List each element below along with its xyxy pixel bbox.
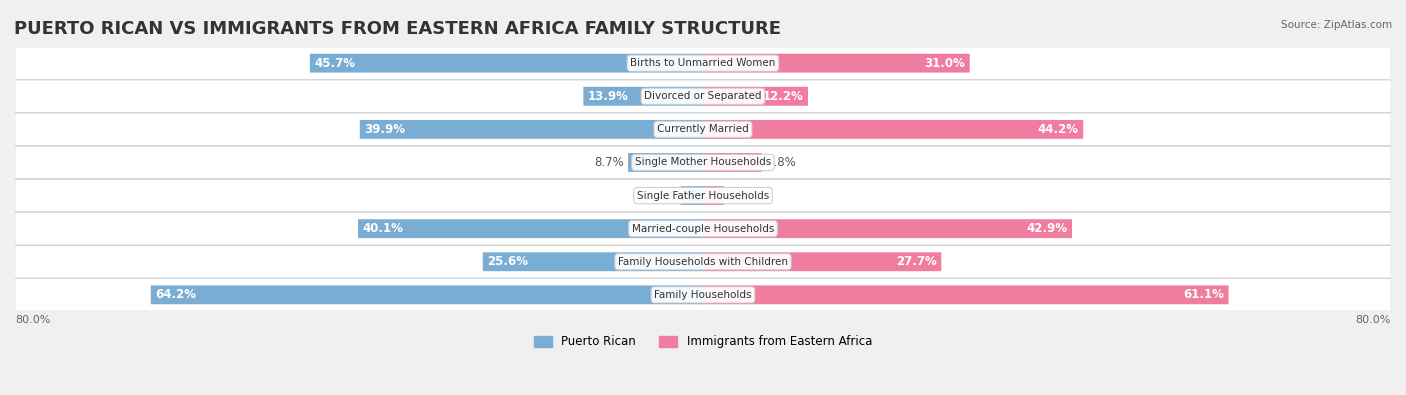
- FancyBboxPatch shape: [703, 120, 1083, 139]
- Text: 39.9%: 39.9%: [364, 123, 405, 136]
- Text: Source: ZipAtlas.com: Source: ZipAtlas.com: [1281, 20, 1392, 30]
- FancyBboxPatch shape: [583, 87, 703, 106]
- FancyBboxPatch shape: [703, 252, 941, 271]
- FancyBboxPatch shape: [15, 146, 1391, 179]
- Text: Married-couple Households: Married-couple Households: [631, 224, 775, 234]
- FancyBboxPatch shape: [15, 246, 1391, 278]
- Text: 64.2%: 64.2%: [155, 288, 197, 301]
- Text: Divorced or Separated: Divorced or Separated: [644, 91, 762, 101]
- FancyBboxPatch shape: [703, 286, 1229, 304]
- Text: Single Father Households: Single Father Households: [637, 190, 769, 201]
- Text: 45.7%: 45.7%: [315, 56, 356, 70]
- Text: 42.9%: 42.9%: [1026, 222, 1067, 235]
- Text: Births to Unmarried Women: Births to Unmarried Women: [630, 58, 776, 68]
- Text: 12.2%: 12.2%: [763, 90, 804, 103]
- FancyBboxPatch shape: [681, 186, 703, 205]
- Text: Family Households: Family Households: [654, 290, 752, 300]
- FancyBboxPatch shape: [703, 219, 1071, 238]
- Text: 2.6%: 2.6%: [647, 189, 676, 202]
- FancyBboxPatch shape: [703, 54, 970, 73]
- Text: 44.2%: 44.2%: [1038, 123, 1078, 136]
- Legend: Puerto Rican, Immigrants from Eastern Africa: Puerto Rican, Immigrants from Eastern Af…: [529, 331, 877, 353]
- FancyBboxPatch shape: [15, 213, 1391, 245]
- Text: Currently Married: Currently Married: [657, 124, 749, 134]
- Text: 80.0%: 80.0%: [1355, 315, 1391, 325]
- Text: 80.0%: 80.0%: [15, 315, 51, 325]
- FancyBboxPatch shape: [15, 179, 1391, 212]
- FancyBboxPatch shape: [703, 186, 724, 205]
- FancyBboxPatch shape: [15, 80, 1391, 113]
- Text: 25.6%: 25.6%: [486, 255, 529, 268]
- Text: 27.7%: 27.7%: [896, 255, 936, 268]
- Text: Single Mother Households: Single Mother Households: [636, 158, 770, 167]
- FancyBboxPatch shape: [628, 153, 703, 172]
- FancyBboxPatch shape: [15, 113, 1391, 146]
- FancyBboxPatch shape: [309, 54, 703, 73]
- Text: 13.9%: 13.9%: [588, 90, 628, 103]
- Text: 6.8%: 6.8%: [766, 156, 796, 169]
- FancyBboxPatch shape: [15, 278, 1391, 311]
- Text: 31.0%: 31.0%: [925, 56, 966, 70]
- FancyBboxPatch shape: [359, 219, 703, 238]
- Text: 2.4%: 2.4%: [728, 189, 758, 202]
- FancyBboxPatch shape: [703, 153, 762, 172]
- Text: 61.1%: 61.1%: [1184, 288, 1225, 301]
- Text: PUERTO RICAN VS IMMIGRANTS FROM EASTERN AFRICA FAMILY STRUCTURE: PUERTO RICAN VS IMMIGRANTS FROM EASTERN …: [14, 20, 782, 38]
- Text: Family Households with Children: Family Households with Children: [619, 257, 787, 267]
- Text: 8.7%: 8.7%: [595, 156, 624, 169]
- FancyBboxPatch shape: [703, 87, 808, 106]
- FancyBboxPatch shape: [150, 286, 703, 304]
- FancyBboxPatch shape: [360, 120, 703, 139]
- FancyBboxPatch shape: [482, 252, 703, 271]
- FancyBboxPatch shape: [15, 47, 1391, 79]
- Text: 40.1%: 40.1%: [363, 222, 404, 235]
